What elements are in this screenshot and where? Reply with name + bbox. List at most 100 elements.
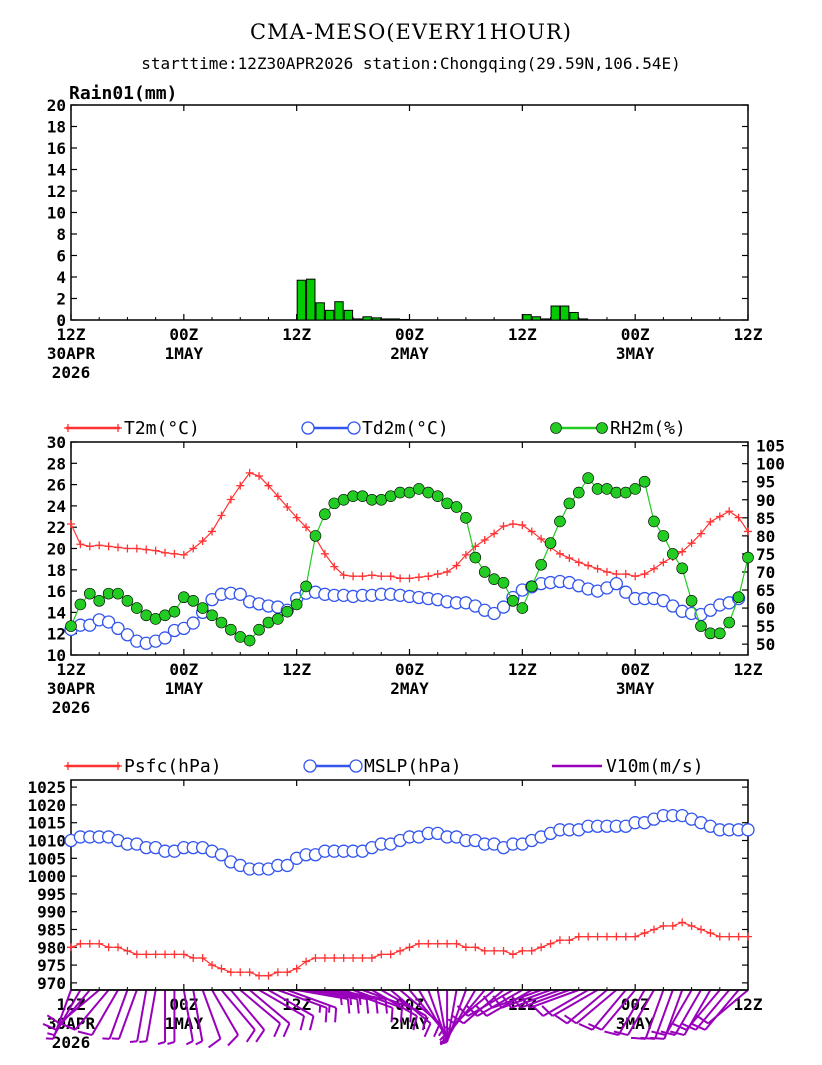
wind-barb-feather	[660, 1030, 676, 1037]
wind-barb-feather	[282, 1023, 291, 1038]
y-tick-label-right: 100	[756, 455, 785, 474]
wind-barb	[685, 989, 721, 1031]
t2m-point	[537, 534, 546, 543]
y-tick-label-left: 26	[47, 476, 66, 495]
wind-barb	[258, 989, 305, 1017]
wind-barb	[220, 989, 256, 1031]
wind-barb-feather	[492, 995, 503, 1009]
chart-subtitle: starttime:12Z30APR2026 station:Chongqing…	[141, 54, 681, 73]
psfc-point	[142, 950, 151, 959]
wind-barb-feather	[273, 1023, 281, 1038]
t2m-point	[574, 558, 583, 567]
x-tick-label: 2026	[52, 698, 91, 717]
rh2m-point	[582, 472, 594, 484]
wind-barb	[371, 989, 418, 1017]
wind-barb	[704, 989, 740, 1031]
t2m-point	[640, 570, 649, 579]
wind-barb-feather	[139, 1040, 147, 1043]
psfc-point	[734, 932, 743, 941]
wind-barb	[427, 989, 448, 1040]
x-tick-label: 12Z	[734, 995, 763, 1014]
wind-barb-feather	[563, 1014, 578, 1025]
rh2m-point	[469, 551, 482, 564]
panel-frame	[70, 779, 749, 991]
rain-bar	[578, 318, 589, 321]
y-tick-label-left: 10	[47, 646, 66, 665]
wind-barb-feather	[440, 1037, 449, 1040]
y-tick-label: 6	[56, 247, 66, 266]
t2m-point	[734, 513, 743, 522]
y-tick-label-right: 70	[756, 563, 775, 582]
psfc-point	[67, 943, 75, 952]
psfc-point	[659, 921, 668, 930]
wind-barb	[566, 989, 608, 1025]
wind-barb	[418, 989, 446, 1036]
wind-barb-feather	[649, 1036, 665, 1040]
rh2m-point	[648, 515, 660, 528]
wind-barb-feather	[409, 1007, 413, 1023]
psfc-point	[461, 943, 470, 952]
t2m-point	[744, 527, 752, 536]
t2m-point	[85, 542, 94, 551]
wind-barb	[467, 989, 514, 1017]
wind-barb-feather	[451, 1014, 465, 1025]
wind-barb-feather	[691, 1022, 706, 1031]
x-tick-label: 00Z	[621, 325, 650, 344]
x-tick-label: 12Z	[508, 660, 537, 679]
y-tick-label-right: 85	[756, 509, 775, 528]
y-tick-label: 1000	[27, 867, 66, 886]
rain-bar	[522, 314, 532, 321]
wind-barb	[201, 989, 222, 1040]
y-tick-label-right: 50	[756, 635, 775, 654]
t2m-point	[302, 523, 311, 532]
t2m-point	[330, 562, 339, 571]
wind-barb	[58, 989, 100, 1025]
x-tick-label: 00Z	[621, 660, 650, 679]
rh2m-point	[666, 548, 679, 560]
y-tick-label-left: 24	[47, 497, 66, 516]
wind-barb-feather	[157, 1041, 166, 1045]
wind-barb	[552, 989, 599, 1017]
psfc-point	[584, 932, 593, 941]
y-tick-label-right: 105	[756, 437, 785, 456]
psfc-point	[706, 929, 715, 938]
wind-barb	[211, 989, 239, 1036]
t2m-point	[367, 571, 376, 580]
psfc-point	[537, 943, 546, 952]
x-tick-label: 30APR	[47, 344, 96, 363]
rain-bar	[390, 318, 401, 321]
td2m-point	[487, 606, 501, 621]
psfc-point	[574, 932, 583, 941]
t2m-point	[659, 558, 668, 567]
rain-bar	[381, 318, 391, 321]
wind-barb-feather	[456, 1005, 469, 1017]
psfc-point	[217, 964, 226, 973]
psfc-point	[273, 968, 282, 977]
y-tick-label: 18	[47, 118, 66, 137]
psfc-point	[189, 953, 198, 962]
t2m-point	[292, 513, 301, 522]
rain-bar	[550, 305, 560, 321]
wind-barb-feather	[578, 1022, 593, 1031]
rh2m-point	[713, 627, 726, 640]
t2m-point	[104, 542, 113, 551]
psfc-point	[405, 943, 414, 952]
t2m-point	[283, 502, 292, 511]
rh2m-point	[497, 576, 510, 589]
wind-barb-feather	[61, 1022, 76, 1031]
psfc-point	[358, 953, 367, 962]
rh2m-point	[168, 605, 181, 618]
psfc-point	[668, 921, 677, 930]
t2m-point	[499, 522, 508, 531]
rh2m-point	[215, 616, 228, 629]
rain-bar	[541, 318, 551, 321]
wind-barb	[145, 989, 157, 1042]
y-tick-label: 1015	[27, 814, 66, 833]
t2m-point	[76, 540, 85, 549]
y-tick-label-right: 90	[756, 491, 775, 510]
legend-mslp-label: MSLP(hPa)	[364, 756, 462, 777]
psfc-point	[396, 946, 405, 955]
rain-bar	[324, 309, 335, 321]
y-tick-label: 990	[37, 903, 66, 922]
t2m-point	[490, 529, 499, 538]
